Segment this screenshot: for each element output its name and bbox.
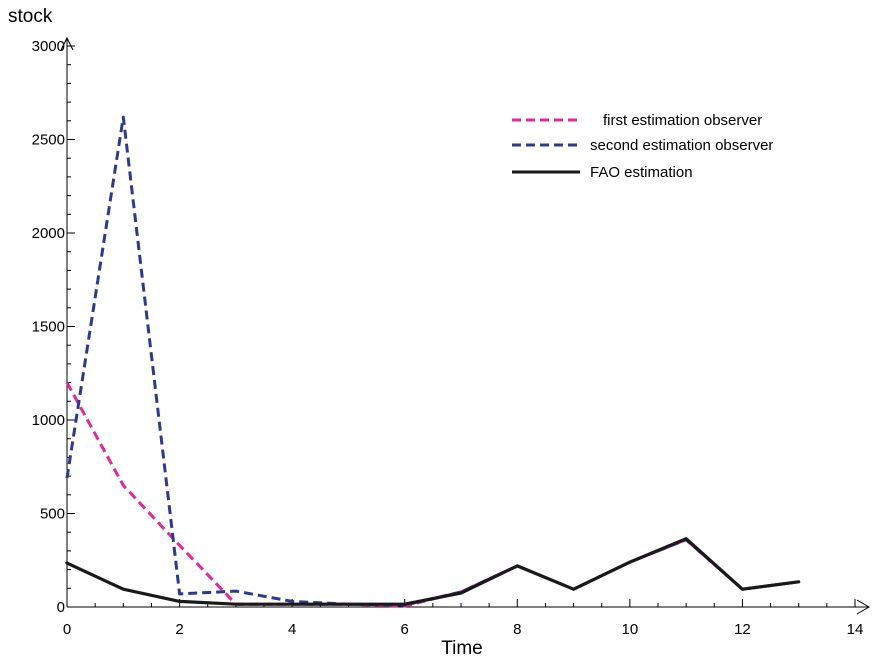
x-axis-label: Time bbox=[441, 638, 483, 659]
y-tick-label: 2000 bbox=[32, 225, 65, 242]
y-tick-label: 1500 bbox=[32, 319, 65, 336]
x-tick-label: 12 bbox=[734, 621, 751, 638]
series-line-fao-estimation bbox=[65, 537, 801, 606]
minor-ticks bbox=[67, 64, 828, 607]
x-tick-label: 2 bbox=[175, 621, 183, 638]
x-tick-label: 8 bbox=[513, 621, 521, 638]
y-axis-ticks: 0 500 1000 1500 2000 2500 3000 bbox=[32, 38, 75, 616]
x-tick-label: 14 bbox=[847, 621, 864, 638]
x-tick-label: 6 bbox=[401, 621, 409, 638]
x-tick-label: 4 bbox=[288, 621, 296, 638]
x-axis-ticks: 0 2 4 6 8 10 12 14 bbox=[63, 599, 864, 638]
y-tick-label: 1000 bbox=[32, 412, 65, 429]
y-tick-label: 3000 bbox=[32, 38, 65, 55]
series-line-first-estimation-observer bbox=[65, 381, 799, 608]
x-tick-label: 10 bbox=[622, 621, 639, 638]
series-line-second-estimation-observer bbox=[65, 115, 799, 607]
x-tick-label: 0 bbox=[63, 621, 71, 638]
y-tick-label: 500 bbox=[40, 506, 65, 523]
legend-label: FAO estimation bbox=[590, 164, 693, 181]
legend: first estimation observer second estimati… bbox=[512, 112, 773, 181]
legend-label: first estimation observer bbox=[603, 112, 762, 129]
y-tick-label: 2500 bbox=[32, 132, 65, 149]
series-layer bbox=[65, 115, 801, 608]
legend-label: second estimation observer bbox=[590, 137, 773, 154]
y-tick-label: 0 bbox=[57, 599, 65, 616]
y-axis-label: stock bbox=[8, 6, 53, 27]
x-axis-arrow bbox=[856, 599, 870, 615]
